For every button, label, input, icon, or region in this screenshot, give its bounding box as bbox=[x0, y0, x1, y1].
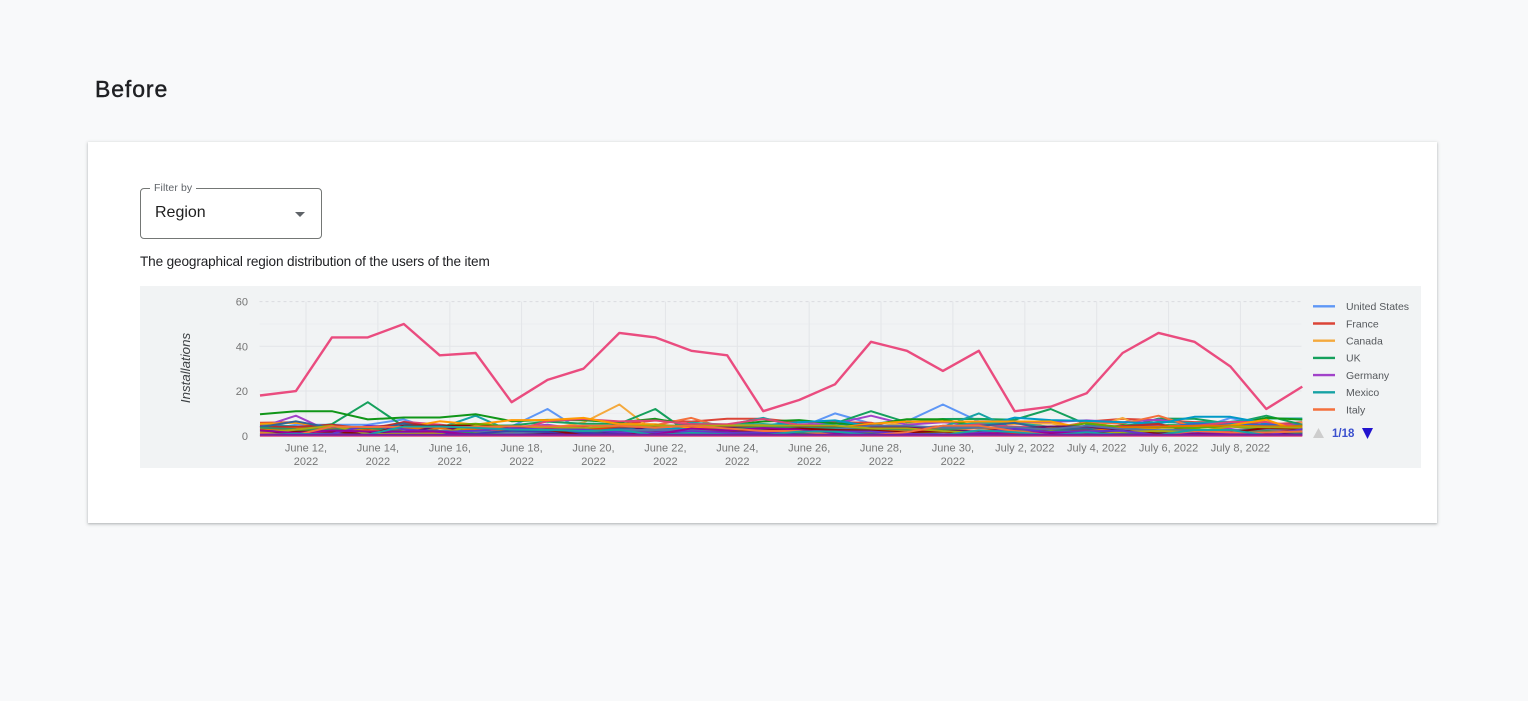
svg-text:2022: 2022 bbox=[509, 456, 533, 468]
svg-text:2022: 2022 bbox=[438, 456, 462, 468]
svg-text:July 2, 2022: July 2, 2022 bbox=[995, 443, 1054, 455]
svg-text:40: 40 bbox=[236, 341, 248, 353]
svg-text:2022: 2022 bbox=[653, 456, 677, 468]
svg-text:June 30,: June 30, bbox=[932, 443, 974, 455]
svg-text:2022: 2022 bbox=[294, 456, 318, 468]
svg-text:June 28,: June 28, bbox=[860, 443, 902, 455]
svg-text:June 26,: June 26, bbox=[788, 443, 830, 455]
svg-text:2022: 2022 bbox=[725, 456, 749, 468]
svg-text:June 14,: June 14, bbox=[357, 443, 399, 455]
svg-text:United States: United States bbox=[1346, 301, 1409, 313]
svg-text:June 12,: June 12, bbox=[285, 443, 327, 455]
svg-text:June 16,: June 16, bbox=[429, 443, 471, 455]
svg-text:June 20,: June 20, bbox=[572, 443, 614, 455]
svg-text:0: 0 bbox=[242, 431, 248, 443]
svg-text:Installations: Installations bbox=[178, 333, 193, 404]
svg-text:Germany: Germany bbox=[1346, 370, 1390, 382]
svg-text:2022: 2022 bbox=[869, 456, 893, 468]
svg-text:July 6, 2022: July 6, 2022 bbox=[1139, 443, 1198, 455]
svg-text:July 8, 2022: July 8, 2022 bbox=[1211, 443, 1270, 455]
svg-text:60: 60 bbox=[236, 297, 248, 309]
svg-text:1/18: 1/18 bbox=[1332, 428, 1355, 440]
svg-text:France: France bbox=[1346, 318, 1379, 330]
svg-text:UK: UK bbox=[1346, 353, 1361, 365]
svg-text:2022: 2022 bbox=[581, 456, 605, 468]
svg-text:2022: 2022 bbox=[366, 456, 390, 468]
svg-text:2022: 2022 bbox=[941, 456, 965, 468]
svg-text:Mexico: Mexico bbox=[1346, 387, 1379, 399]
svg-text:2022: 2022 bbox=[797, 456, 821, 468]
svg-text:June 24,: June 24, bbox=[716, 443, 758, 455]
svg-text:June 22,: June 22, bbox=[644, 443, 686, 455]
svg-text:20: 20 bbox=[236, 386, 248, 398]
svg-text:Canada: Canada bbox=[1346, 336, 1383, 348]
svg-text:July 4, 2022: July 4, 2022 bbox=[1067, 443, 1126, 455]
svg-text:June 18,: June 18, bbox=[500, 443, 542, 455]
svg-text:Italy: Italy bbox=[1346, 404, 1366, 416]
